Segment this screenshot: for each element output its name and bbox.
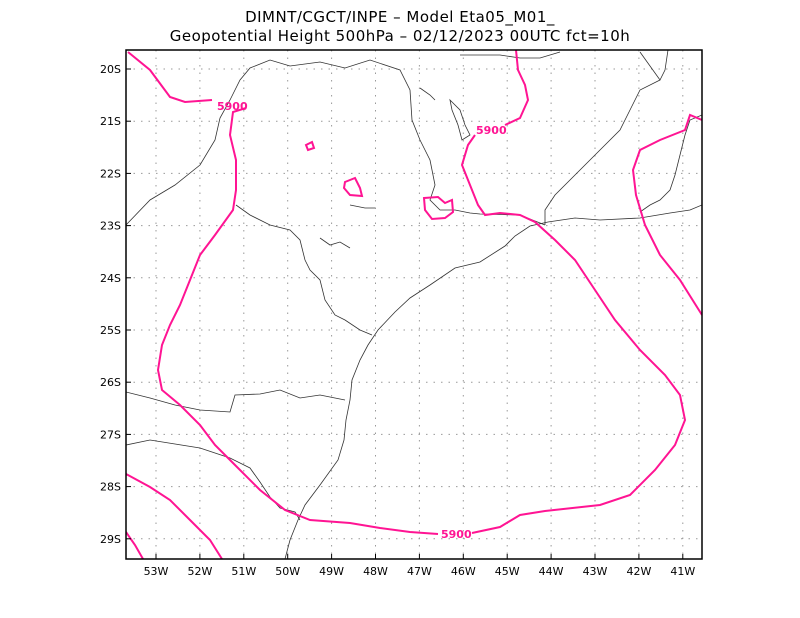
y-tick-label: 21S xyxy=(100,115,121,128)
x-tick-label: 49W xyxy=(319,565,344,578)
contour-5900-main xyxy=(127,50,687,535)
state-border xyxy=(460,50,669,225)
x-tick-label: 47W xyxy=(407,565,432,578)
y-tick-label: 28S xyxy=(100,481,121,494)
chart-title-line2: Geopotential Height 500hPa – 02/12/2023 … xyxy=(169,27,631,45)
x-tick-label: 42W xyxy=(626,565,651,578)
x-tick-label: 51W xyxy=(231,565,256,578)
contour-label: 5900 xyxy=(476,124,507,137)
x-tick-label: 46W xyxy=(451,565,476,578)
x-tick-label: 48W xyxy=(363,565,388,578)
chart-title-line1: DIMNT/CGCT/INPE – Model Eta05_M01_ xyxy=(245,8,555,26)
y-tick-label: 29S xyxy=(100,533,121,546)
contour-label: 5900 xyxy=(441,528,472,541)
state-border xyxy=(235,204,373,336)
x-tick-label: 45W xyxy=(495,565,520,578)
y-tick-label: 27S xyxy=(100,428,121,441)
x-tick-label: 53W xyxy=(144,565,169,578)
y-tick-label: 25S xyxy=(100,324,121,337)
y-tick-label: 23S xyxy=(100,220,121,233)
geopotential-contours xyxy=(126,50,702,559)
lake xyxy=(319,237,351,249)
state-border xyxy=(126,59,546,226)
y-tick-label: 26S xyxy=(100,376,121,389)
state-border xyxy=(639,114,702,213)
x-tick-label: 43W xyxy=(583,565,608,578)
contour-5900-south xyxy=(126,473,223,559)
x-tick-label: 44W xyxy=(539,565,564,578)
x-tick-label: 52W xyxy=(187,565,212,578)
gridlines xyxy=(126,50,702,559)
contour-5900-east xyxy=(631,113,702,316)
contour-small-loop xyxy=(422,195,455,221)
state-border xyxy=(126,439,301,521)
contour-small-loop xyxy=(342,176,364,198)
map-frame xyxy=(125,49,703,560)
contour-label: 5900 xyxy=(217,100,248,113)
y-tick-label: 24S xyxy=(100,272,121,285)
coastlines-and-borders xyxy=(126,50,702,559)
y-tick-label: 22S xyxy=(100,167,121,180)
state-border xyxy=(126,389,346,413)
y-tick-label: 20S xyxy=(100,63,121,76)
contour-5900-corner xyxy=(126,531,144,559)
contour-small-loop xyxy=(304,140,316,152)
coastline xyxy=(284,204,702,559)
lake xyxy=(349,87,471,209)
x-tick-label: 41W xyxy=(670,565,695,578)
x-tick-label: 50W xyxy=(275,565,300,578)
